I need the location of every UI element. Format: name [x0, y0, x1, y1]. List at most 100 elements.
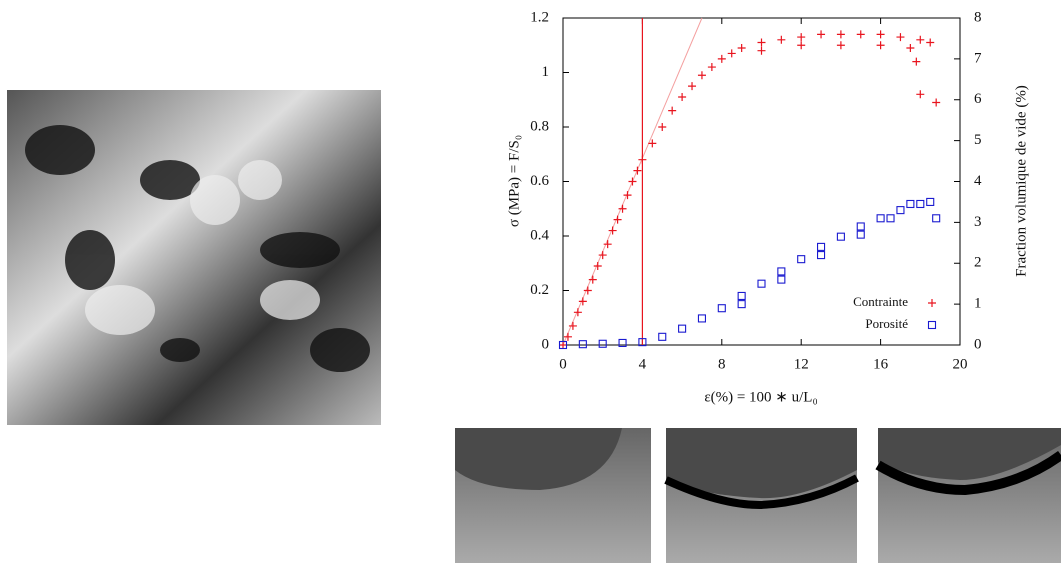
- data-point: [688, 82, 697, 91]
- data-point: [658, 332, 667, 341]
- data-point: [797, 41, 806, 50]
- micrograph-particle: [455, 428, 622, 490]
- data-point: [906, 43, 915, 52]
- data-point: [598, 339, 607, 348]
- data-point: [816, 251, 826, 260]
- micrograph-particle: [878, 428, 1061, 480]
- data-point: [573, 308, 582, 317]
- y2-tick-label: 5: [974, 132, 982, 148]
- data-point: [603, 240, 612, 249]
- data-point: [777, 267, 786, 276]
- data-point: [727, 49, 736, 58]
- data-point: [906, 199, 915, 209]
- data-point: [926, 197, 935, 206]
- data-point: [757, 279, 766, 288]
- legend-marker: [928, 299, 936, 307]
- data-point: [697, 314, 707, 323]
- y-tick-label: 1.2: [530, 9, 549, 25]
- data-point: [836, 30, 845, 39]
- data-point: [932, 214, 941, 223]
- data-point: [916, 199, 925, 209]
- data-point: [717, 304, 726, 313]
- data-point: [593, 261, 602, 270]
- x-tick-label: 0: [559, 356, 567, 372]
- data-point: [628, 177, 637, 186]
- legend-marker: [927, 320, 937, 330]
- data-point: [737, 291, 746, 301]
- y2-tick-label: 7: [974, 50, 982, 66]
- data-point: [932, 98, 941, 107]
- data-point: [563, 332, 572, 341]
- data-point: [658, 123, 667, 131]
- data-point: [886, 214, 895, 223]
- data-point: [613, 215, 622, 224]
- data-point: [896, 206, 905, 215]
- data-point: [707, 63, 716, 72]
- data-point: [876, 214, 885, 223]
- data-point: [836, 232, 845, 241]
- data-point: [816, 242, 826, 251]
- data-point: [916, 90, 925, 99]
- micrograph-void: [664, 474, 859, 510]
- y-tick-label: 0: [542, 336, 550, 352]
- data-point: [598, 251, 607, 260]
- y2-tick-label: 8: [974, 9, 982, 25]
- data-point: [668, 106, 677, 115]
- data-point: [777, 275, 786, 284]
- x-tick-label: 4: [639, 356, 647, 372]
- data-point: [558, 340, 568, 350]
- data-point: [896, 33, 905, 42]
- data-point: [608, 226, 617, 235]
- y-axis-label: σ (MPa) = F/S₀: [506, 135, 522, 227]
- data-point: [916, 35, 925, 44]
- micrograph-particle: [666, 428, 857, 499]
- data-point: [757, 46, 766, 55]
- data-point: [578, 297, 587, 306]
- data-point: [797, 255, 806, 264]
- data-point: [568, 321, 577, 330]
- data-point: [777, 35, 786, 44]
- data-point: [717, 54, 726, 63]
- data-point: [912, 57, 921, 66]
- data-point: [633, 166, 642, 175]
- data-point: [856, 222, 865, 231]
- y2-tick-label: 1: [974, 296, 982, 312]
- micrograph-texture: [85, 160, 320, 335]
- y2-tick-label: 6: [974, 91, 982, 107]
- data-point: [678, 324, 687, 333]
- data-point: [797, 33, 806, 42]
- x-tick-label: 12: [794, 356, 809, 372]
- data-point: [559, 341, 567, 349]
- data-point: [817, 30, 826, 39]
- data-point: [638, 338, 647, 347]
- y-tick-label: 0.8: [530, 118, 549, 134]
- data-point: [876, 30, 885, 39]
- data-point: [926, 38, 935, 47]
- x-tick-label: 20: [953, 356, 968, 372]
- y2-tick-label: 3: [974, 214, 982, 230]
- data-point: [876, 41, 885, 50]
- data-point: [638, 155, 647, 164]
- micrograph-texture: [25, 125, 370, 372]
- y-tick-label: 0.6: [530, 173, 549, 189]
- data-point: [583, 286, 592, 295]
- data-point: [618, 204, 627, 213]
- x-axis-label: ε(%) = 100 ∗ u/L₀: [704, 389, 817, 405]
- legend-label: Porosité: [865, 316, 908, 331]
- data-point: [836, 41, 845, 50]
- data-point: [737, 43, 746, 52]
- data-point: [737, 300, 746, 309]
- data-point: [623, 191, 632, 200]
- y2-axis-label: Fraction volumique de vide (%): [1013, 85, 1029, 277]
- micrograph-void: [875, 450, 1061, 496]
- y2-tick-label: 0: [974, 336, 982, 352]
- y-tick-label: 0.2: [530, 282, 549, 298]
- data-point: [697, 71, 706, 80]
- data-point: [618, 338, 627, 348]
- data-point: [757, 38, 766, 47]
- x-tick-label: 8: [718, 356, 726, 372]
- legend-label: Contrainte: [853, 294, 908, 309]
- y-tick-label: 0.4: [530, 227, 549, 243]
- y2-tick-label: 2: [974, 255, 982, 271]
